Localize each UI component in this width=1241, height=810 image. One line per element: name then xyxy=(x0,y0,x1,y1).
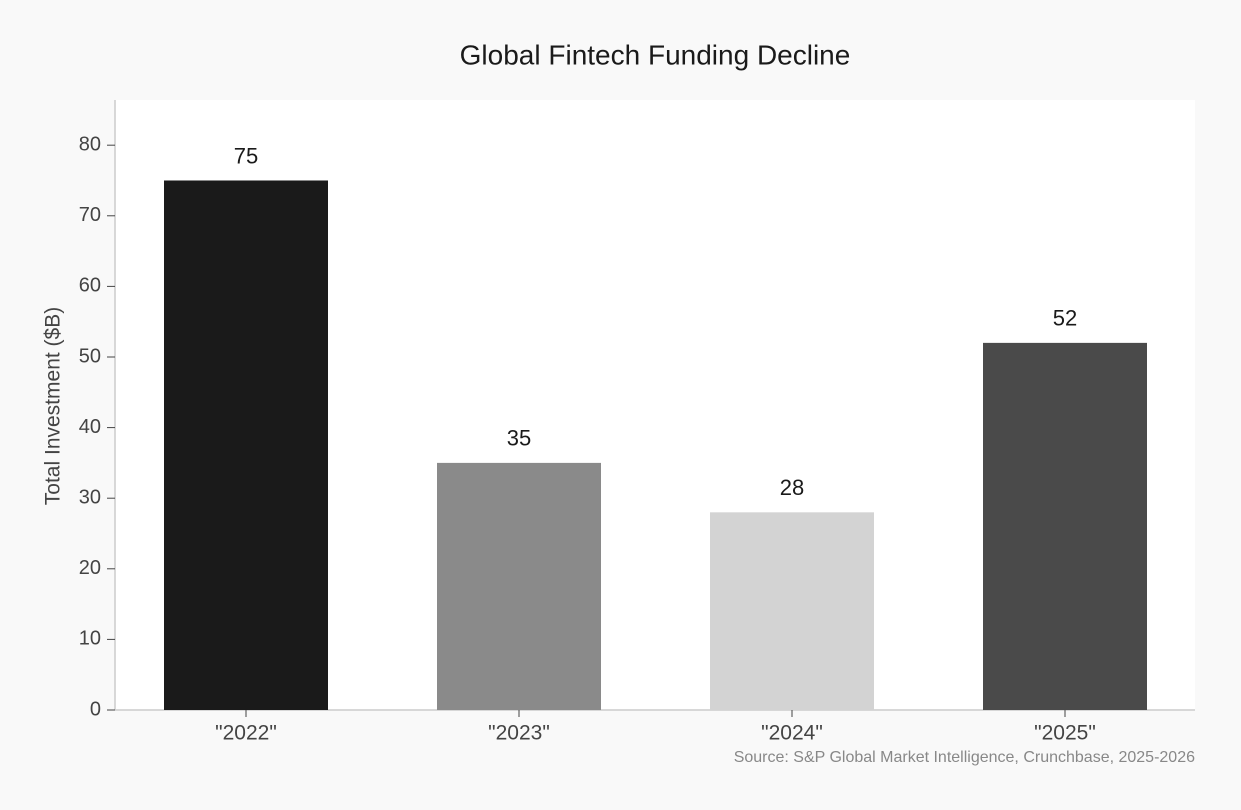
value-label: 52 xyxy=(1053,306,1077,331)
bar xyxy=(437,462,601,710)
value-label: 28 xyxy=(780,475,804,500)
y-tick-label: 70 xyxy=(79,204,101,226)
y-tick-label: 0 xyxy=(90,698,101,720)
bar xyxy=(164,180,328,711)
x-tick-label: "2022" xyxy=(215,722,277,745)
x-tick-label: "2023" xyxy=(488,722,550,745)
y-tick-label: 10 xyxy=(79,628,101,650)
value-label: 75 xyxy=(234,143,258,168)
y-tick-label: 30 xyxy=(79,486,101,508)
x-tick-label: "2024" xyxy=(761,722,823,745)
chart-title: Global Fintech Funding Decline xyxy=(460,39,851,70)
y-tick-label: 50 xyxy=(79,345,101,367)
source-note: Source: S&P Global Market Intelligence, … xyxy=(734,749,1195,766)
y-tick-label: 20 xyxy=(79,557,101,579)
x-tick-label: "2025" xyxy=(1034,722,1096,745)
bar xyxy=(983,342,1147,710)
bar xyxy=(710,512,874,710)
y-tick-label: 40 xyxy=(79,416,101,438)
y-tick-label: 60 xyxy=(79,275,101,297)
y-axis-label: Total Investment ($B) xyxy=(42,307,65,505)
value-label: 35 xyxy=(507,426,531,451)
y-tick-label: 80 xyxy=(79,133,101,155)
